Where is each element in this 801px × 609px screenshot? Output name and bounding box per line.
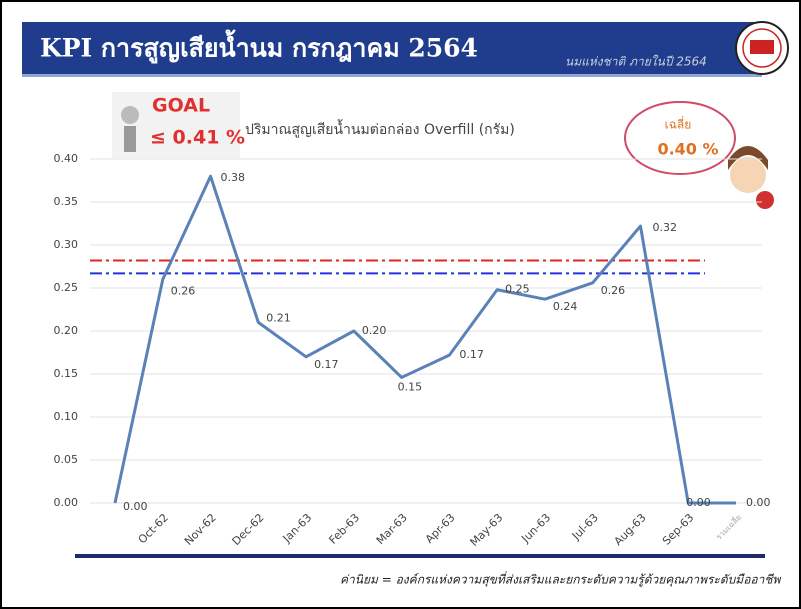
data-label: 0.21 xyxy=(266,311,291,324)
data-label: 0.38 xyxy=(221,171,246,184)
data-label: 0.26 xyxy=(171,284,196,297)
average-value: 0.40 % xyxy=(657,140,718,159)
footer-text: ค่านิยม = องค์กรแห่งความสุขที่ส่งเสริมแล… xyxy=(340,571,781,588)
data-label: 0.20 xyxy=(362,324,387,337)
header-subtitle: นมแห่งชาติ ภายในปี 2564 xyxy=(565,55,707,69)
logo xyxy=(735,21,789,75)
average-label: เฉลี่ย xyxy=(665,116,692,132)
data-label: 0.00 xyxy=(123,500,148,513)
goal-label: GOAL xyxy=(152,95,210,117)
y-tick-label: 0.05 xyxy=(54,453,79,466)
y-tick-label: 0.10 xyxy=(54,410,79,423)
y-tick-label: 0.00 xyxy=(54,496,79,509)
y-tick-label: 0.15 xyxy=(54,367,79,380)
chart-title: ปริมาณสูญเสียน้ำนมต่อกล่อง Overfill (กรั… xyxy=(245,119,515,138)
y-tick-label: 0.35 xyxy=(54,195,79,208)
goal-value: ≤ 0.41 % xyxy=(150,127,245,149)
data-label: 0.00 xyxy=(686,496,711,509)
data-label: 0.32 xyxy=(652,221,677,234)
data-label: 0.00 xyxy=(746,496,771,509)
data-label: 0.26 xyxy=(601,284,626,297)
data-label: 0.15 xyxy=(398,380,423,393)
data-label: 0.17 xyxy=(459,348,484,361)
header-bar xyxy=(22,22,762,74)
y-tick-label: 0.30 xyxy=(54,238,79,251)
y-tick-label: 0.20 xyxy=(54,324,79,337)
data-label: 0.17 xyxy=(314,358,339,371)
goal-badge: GOAL ≤ 0.41 % xyxy=(112,92,245,158)
y-tick-label: 0.25 xyxy=(54,281,79,294)
header-title: KPI การสูญเสียน้ำนม กรกฎาคม 2564 xyxy=(40,29,478,65)
average-cloud: เฉลี่ย 0.40 % xyxy=(624,101,774,209)
data-label: 0.25 xyxy=(505,283,529,296)
data-label: 0.24 xyxy=(553,300,578,313)
header-rule xyxy=(22,74,762,77)
footer-rule xyxy=(75,554,765,558)
y-tick-label: 0.40 xyxy=(54,152,79,165)
data-line xyxy=(113,174,736,505)
